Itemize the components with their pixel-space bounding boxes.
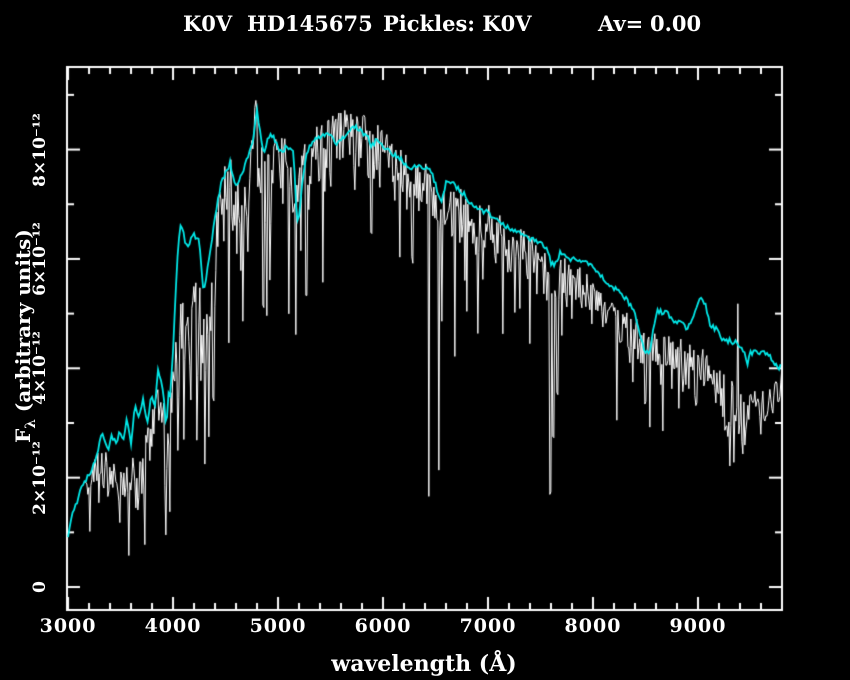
title-star-name: HD145675 [247, 11, 373, 36]
y-axis-title-f: F [11, 428, 35, 443]
title-av-label: Av= [598, 11, 644, 36]
x-tick-label: 3000 [39, 615, 97, 637]
x-tick-label: 8000 [564, 615, 622, 637]
x-tick-label: 5000 [249, 615, 307, 637]
x-tick-label: 6000 [354, 615, 412, 637]
y-axis-title-lambda: λ [23, 419, 39, 429]
x-axis-title: wavelength (Å) [331, 651, 517, 677]
x-tick-label: 9000 [669, 615, 727, 637]
y-tick-label: 8×10⁻¹² [30, 112, 50, 187]
title-template-label: Pickles: K0V [383, 11, 532, 36]
y-axis-title-units: (arbitrary units) [11, 229, 35, 420]
title-av-value: 0.00 [650, 11, 702, 36]
x-tick-label: 4000 [144, 615, 202, 637]
y-axis-title: Fλ (arbitrary units) [10, 216, 39, 456]
title-spectral-type: K0V [183, 11, 233, 36]
x-tick-label: 7000 [459, 615, 517, 637]
